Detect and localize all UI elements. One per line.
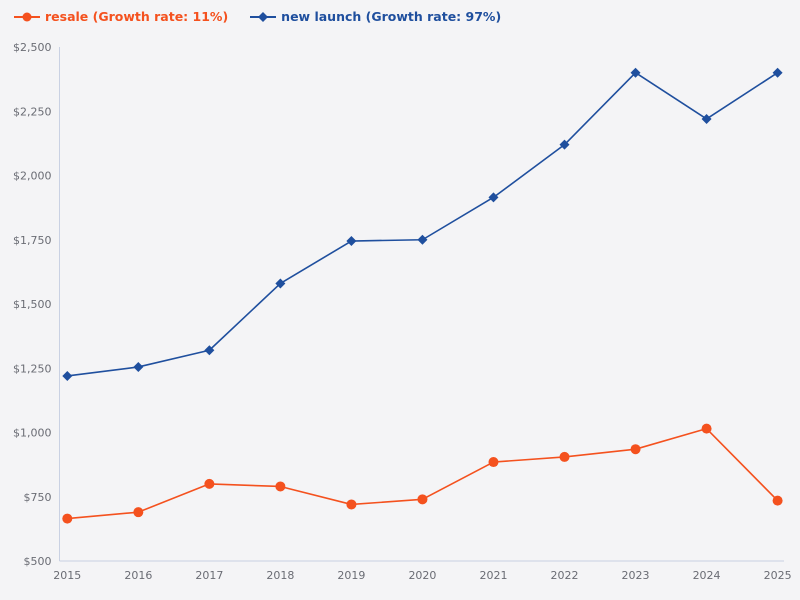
- series-line-resale: [66, 427, 779, 520]
- y-axis-tick-label: $750: [24, 491, 52, 504]
- data-point-marker: [559, 451, 570, 462]
- data-point-marker: [417, 234, 428, 245]
- legend-label: new launch (Growth rate: 97%): [281, 9, 502, 24]
- legend: resale (Growth rate: 11%) new launch (Gro…: [14, 8, 501, 26]
- data-point-marker: [488, 457, 499, 468]
- x-axis-tick-label: 2022: [551, 569, 579, 582]
- series-line-new-launch: [66, 71, 779, 377]
- y-axis-tick-label: $1,250: [13, 362, 52, 375]
- data-point-marker: [701, 113, 712, 124]
- data-point-marker: [772, 67, 783, 78]
- data-point-marker: [133, 507, 144, 518]
- y-axis-tick-label: $1,750: [13, 234, 52, 247]
- y-axis-tick-label: $2,000: [13, 170, 52, 183]
- x-axis-tick-label: 2024: [693, 569, 721, 582]
- x-axis-tick-label: 2021: [479, 569, 507, 582]
- data-point-marker: [346, 236, 357, 247]
- data-point-marker: [275, 278, 286, 289]
- x-axis-tick-label: 2017: [195, 569, 223, 582]
- data-point-marker: [559, 139, 570, 150]
- y-axis-tick-label: $1,000: [13, 427, 52, 440]
- y-axis-tick-label: $2,250: [13, 105, 52, 118]
- x-axis-tick-label: 2018: [266, 569, 294, 582]
- y-axis-tick-label: $500: [24, 555, 52, 568]
- data-point-marker: [630, 444, 641, 455]
- y-axis-tick-label: $1,500: [13, 298, 52, 311]
- data-point-marker: [488, 192, 499, 203]
- x-axis-tick-label: 2019: [337, 569, 365, 582]
- x-axis-tick-label: 2016: [124, 569, 152, 582]
- x-axis-tick-label: 2023: [622, 569, 650, 582]
- legend-item-new-launch[interactable]: new launch (Growth rate: 97%): [250, 8, 501, 26]
- circle-line-marker-icon: [14, 12, 40, 22]
- y-axis-tick-label: $2,500: [13, 41, 52, 54]
- data-point-marker: [62, 370, 73, 381]
- data-point-marker: [204, 345, 215, 356]
- data-point-marker: [275, 481, 286, 492]
- diamond-line-marker-icon: [250, 12, 277, 22]
- data-point-marker: [772, 495, 783, 506]
- data-point-marker: [701, 423, 712, 434]
- data-point-marker: [204, 478, 215, 489]
- data-point-marker: [417, 494, 428, 505]
- legend-label: resale (Growth rate: 11%): [45, 9, 229, 24]
- legend-item-resale[interactable]: resale (Growth rate: 11%): [14, 8, 228, 26]
- x-axis-tick-label: 2015: [53, 569, 81, 582]
- data-point-marker: [133, 361, 144, 372]
- data-point-marker: [630, 67, 641, 78]
- data-point-marker: [62, 513, 73, 524]
- x-axis-tick-label: 2020: [408, 569, 436, 582]
- x-axis-tick-label: 2025: [764, 569, 792, 582]
- data-point-marker: [346, 499, 357, 510]
